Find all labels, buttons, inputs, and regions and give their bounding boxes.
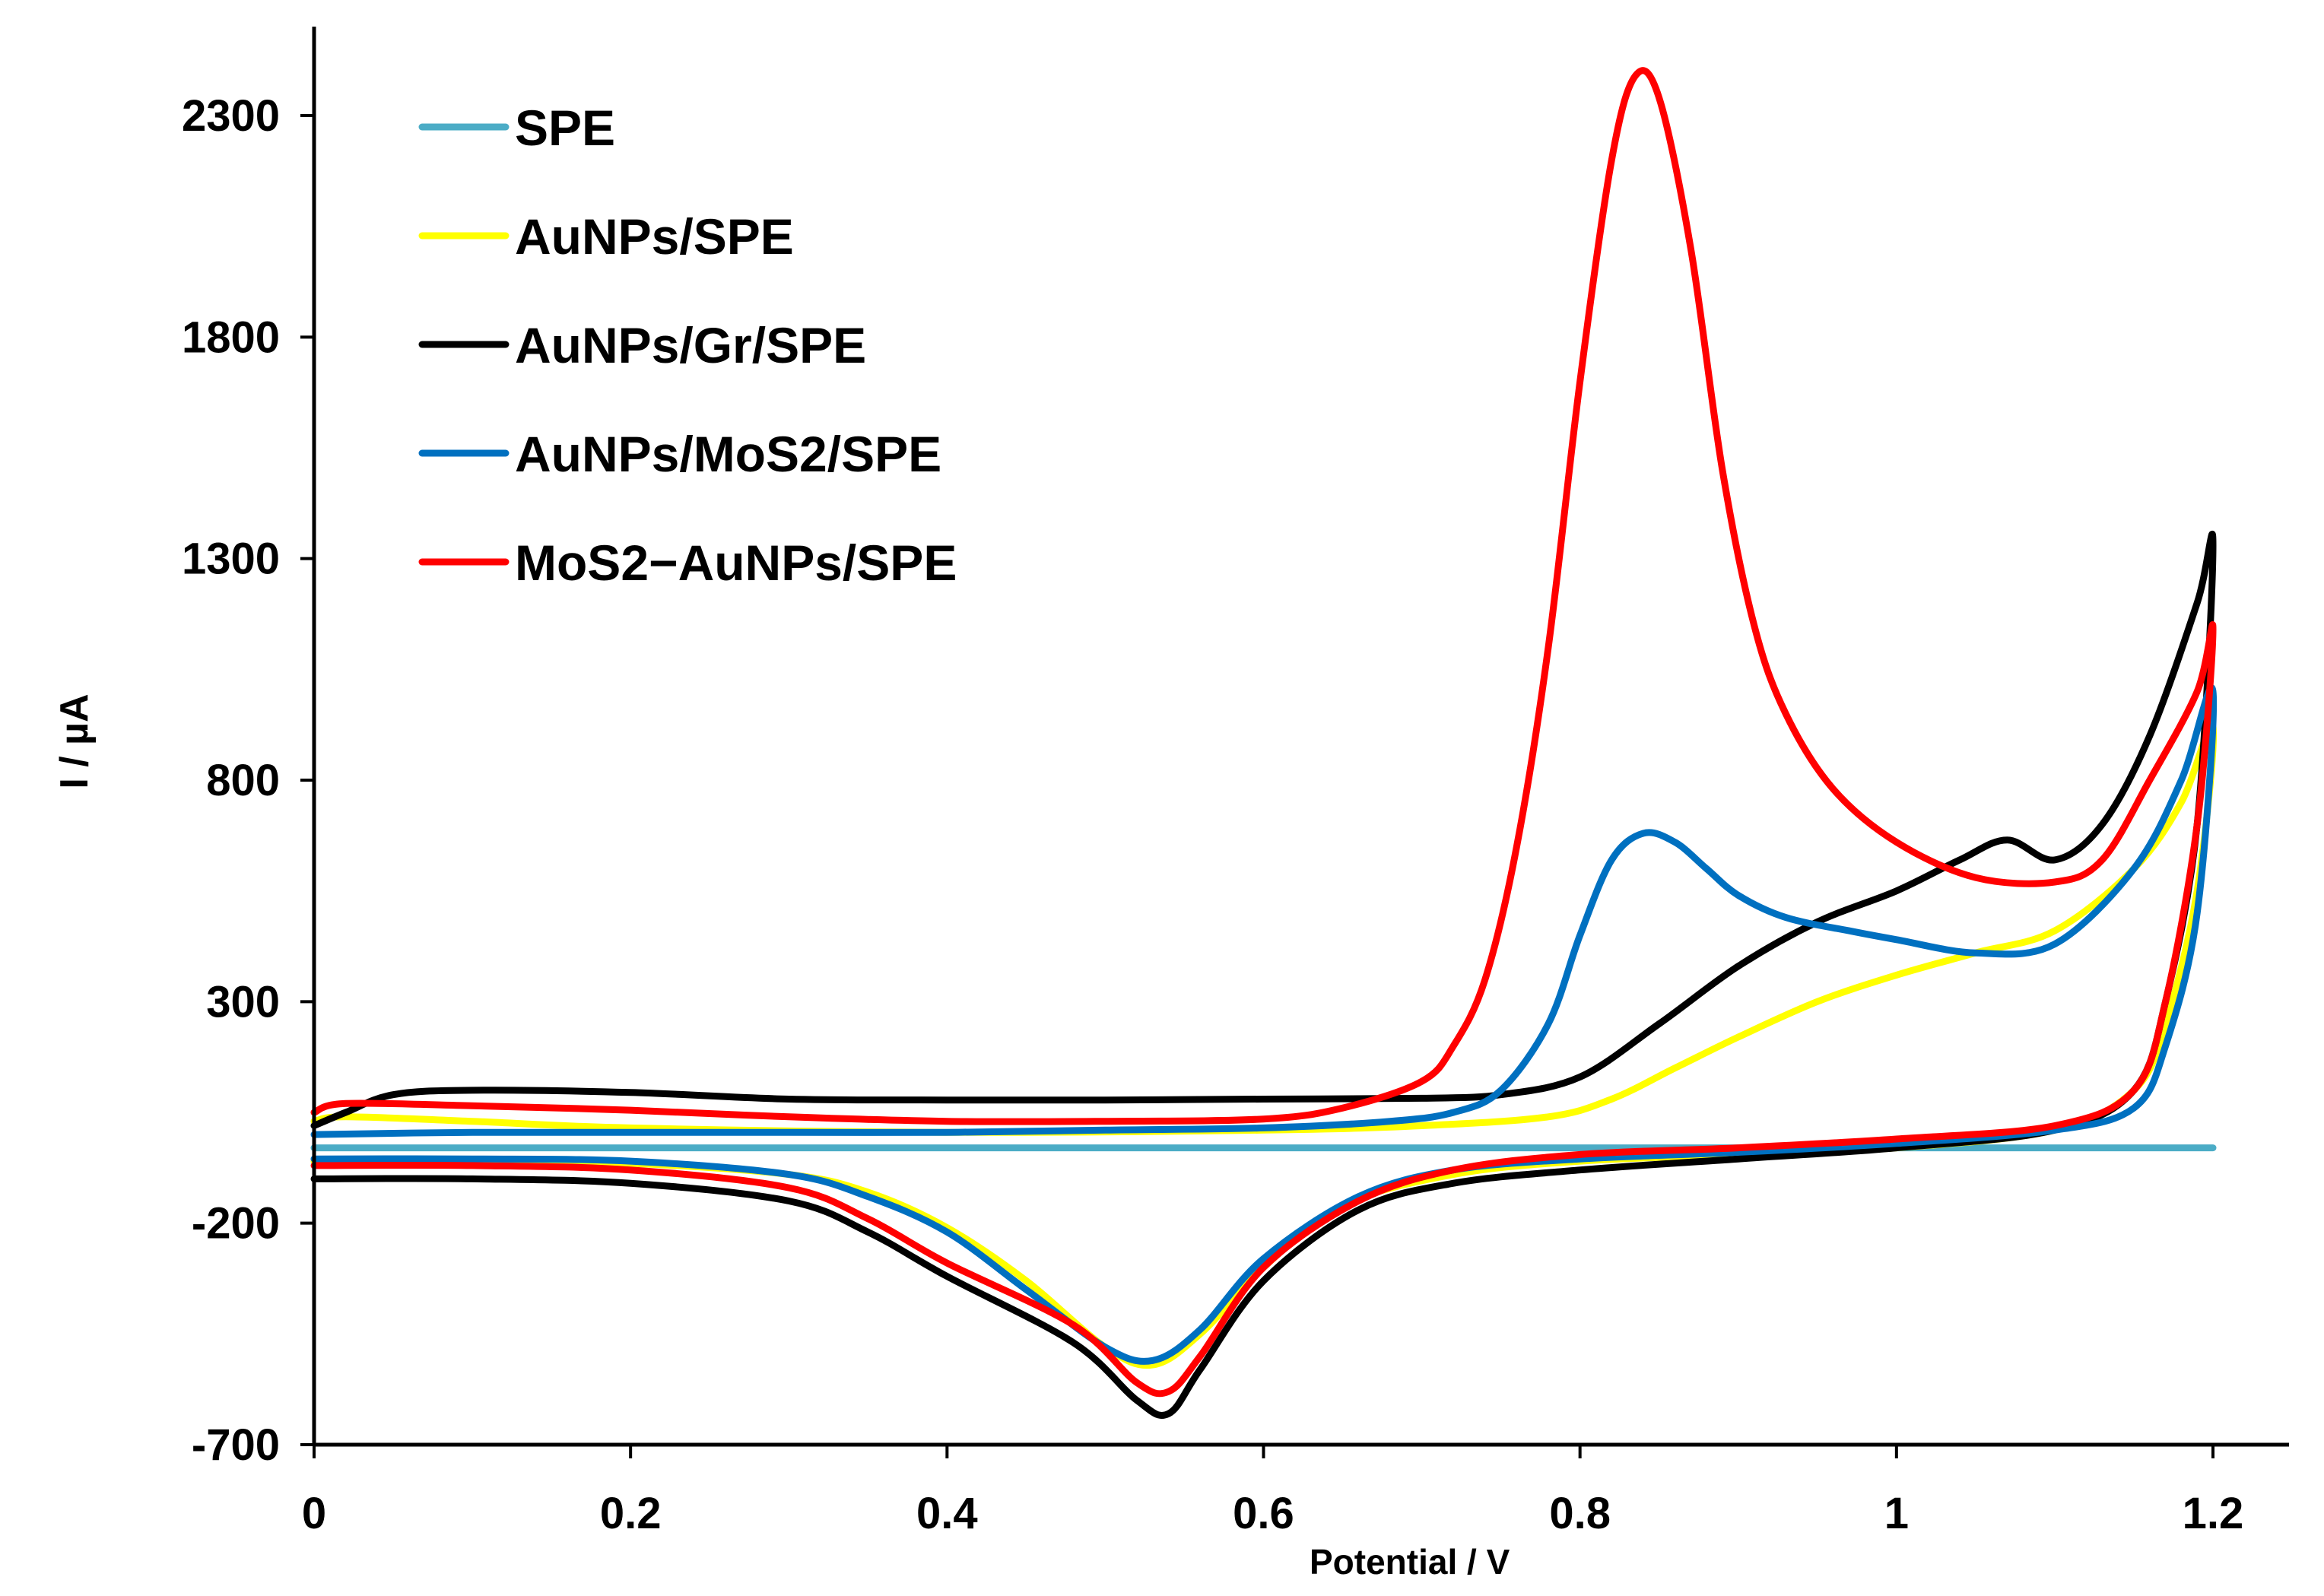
x-tick-label: 0	[302, 1489, 326, 1538]
y-tick-label: 300	[206, 977, 280, 1026]
x-tick-label: 1.2	[2183, 1489, 2244, 1538]
y-axis-ticks: -700 -200 300 800 1300 1800 2300	[182, 91, 314, 1470]
x-tick-label: 1	[1884, 1489, 1909, 1538]
x-axis-title: Potential / V	[1310, 1542, 1510, 1582]
legend-label: AuNPs/SPE	[515, 208, 794, 265]
y-tick-label: 1300	[182, 535, 280, 584]
x-tick-label: 0.6	[1233, 1489, 1294, 1538]
legend-label: MoS2−AuNPs/SPE	[515, 535, 957, 591]
series-lines	[310, 67, 2218, 1420]
y-tick-label: 1800	[182, 313, 280, 362]
legend: SPE AuNPs/SPE AuNPs/Gr/SPE AuNPs/MoS2/SPE Mo…	[418, 100, 957, 591]
y-tick-label: 800	[206, 756, 280, 805]
x-tick-label: 0.4	[916, 1489, 978, 1538]
series-line	[310, 684, 2218, 1365]
x-axis-ticks: 0 0.2 0.4 0.6 0.8 1 1.2	[302, 1445, 2243, 1538]
x-tick-label: 0.8	[1549, 1489, 1611, 1538]
series-line	[310, 67, 2217, 1398]
legend-label: AuNPs/MoS2/SPE	[515, 426, 941, 482]
x-tick-label: 0.2	[600, 1489, 662, 1538]
legend-label: AuNPs/Gr/SPE	[515, 317, 866, 373]
y-tick-label: 2300	[182, 91, 280, 141]
y-tick-label: -700	[192, 1420, 280, 1470]
y-tick-label: -200	[192, 1199, 280, 1249]
series-line	[310, 530, 2217, 1420]
y-axis-title: I / µA	[52, 693, 97, 788]
legend-label: SPE	[515, 100, 615, 156]
